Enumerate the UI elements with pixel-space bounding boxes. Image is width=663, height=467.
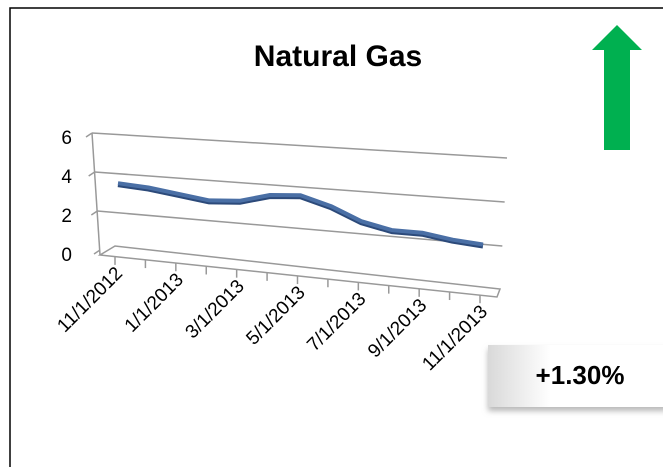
grid-line [94,171,505,203]
y-tick-label: 6 [61,128,72,149]
chart-title: Natural Gas [254,40,422,73]
annotation: +1.30% [536,360,625,390]
up-arrow [592,25,642,150]
annotation-box [488,345,663,407]
y-tick-label: 2 [61,206,72,227]
y-tick-label: 0 [61,245,72,266]
tick-mark [88,171,96,177]
data-line [117,181,484,247]
y-axis [91,132,101,256]
grid-line [91,132,508,159]
tick-mark [85,132,93,138]
floor [97,245,502,298]
y-tick-label: 4 [61,167,72,188]
grid-line [97,210,503,247]
tick-mark [93,249,101,255]
tick-mark [90,210,98,216]
